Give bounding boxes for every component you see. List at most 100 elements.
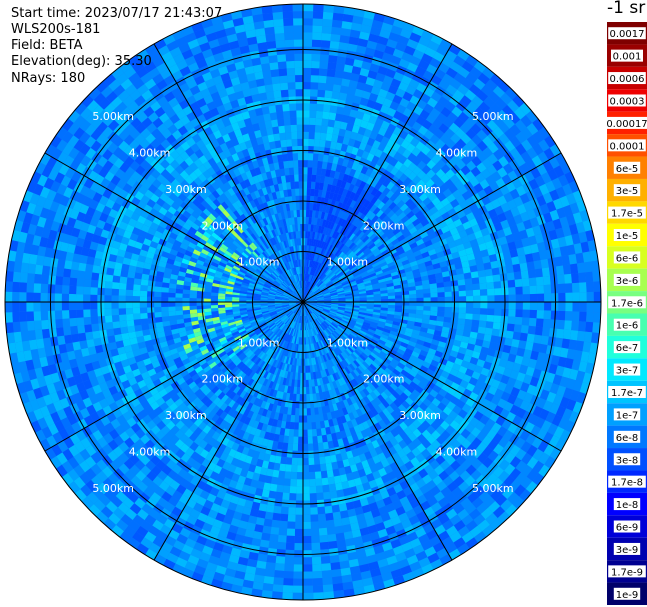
field-cell [333,280,341,286]
field-cell [282,316,289,323]
field-cell [324,242,329,251]
field-cell [345,304,353,308]
field-cell [246,298,254,301]
field-cell [325,462,333,471]
field-cell [297,145,303,154]
field-cell [350,314,359,318]
field-cell [298,322,301,331]
field-cell [430,297,438,302]
field-cell [472,289,481,297]
field-cell [104,308,112,316]
field-cell [314,289,321,295]
field-cell [275,259,281,267]
field-cell [357,315,365,320]
field-cell [269,289,277,294]
field-cell [259,275,267,281]
field-cell [313,311,319,317]
field-cell [282,340,288,349]
field-cell [292,306,299,313]
field-cell [300,288,302,296]
field-cell [309,296,317,300]
field-cell [457,318,466,325]
field-cell [316,356,321,364]
field-cell [315,485,324,494]
field-cell [336,287,344,292]
field-cell [210,295,219,300]
field-cell [324,302,332,304]
field-cell [309,298,317,301]
field-cell [303,323,305,331]
field-cell [257,341,264,348]
field-cell [261,309,269,313]
field-cell [328,313,336,318]
field-cell [306,274,309,282]
field-cell [196,302,204,306]
field-cell [451,296,460,302]
field-cell [291,305,298,311]
field-cell [299,344,302,352]
field-cell [306,181,312,189]
field-cell [297,216,301,225]
field-cell [314,327,319,335]
field-cell [304,351,307,359]
field-cell [326,282,334,287]
field-cell [320,463,327,472]
field-cell [311,174,317,183]
field-cell [345,271,353,278]
field-cell [267,298,275,301]
field-cell [466,296,474,302]
field-cell [346,273,354,279]
field-cell [295,281,299,289]
field-cell [307,329,311,337]
field-cell [305,372,309,381]
field-cell [279,313,286,319]
field-cell [315,318,321,325]
field-cell [315,261,319,270]
field-cell [118,302,126,309]
field-cell [310,188,315,197]
field-cell [315,307,323,312]
field-cell [307,315,311,323]
field-cell [331,297,339,300]
field-cell [305,209,310,218]
field-cell [304,280,306,288]
field-cell [297,281,300,289]
field-cell [300,316,303,324]
field-cell [294,174,299,182]
field-cell [266,340,273,347]
field-cell [269,483,278,492]
field-cell [111,302,119,309]
field-cell [111,314,120,323]
field-cell [297,274,300,282]
field-cell [338,296,346,299]
field-cell [465,313,473,320]
field-cell [310,313,315,321]
field-cell [318,255,324,264]
field-cell [280,323,286,330]
field-cell [246,303,254,306]
field-cell [321,118,329,127]
field-cell [298,308,301,316]
field-cell [294,181,300,189]
field-cell [306,238,310,246]
field-cell [297,379,301,388]
field-cell [319,273,325,280]
field-cell [294,252,298,261]
field-cell [308,322,312,330]
field-cell [132,307,141,314]
field-cell [309,350,313,359]
field-cell [303,280,306,288]
field-cell [260,303,268,305]
field-cell [317,302,325,304]
field-cell [289,253,293,262]
field-cell [261,325,269,332]
field-cell [308,306,315,311]
field-cell [305,322,308,331]
field-cell [326,243,331,251]
field-cell [311,246,315,254]
field-cell [314,309,322,314]
field-cell [310,357,315,366]
field-cell [255,339,263,347]
field-cell [321,265,327,273]
